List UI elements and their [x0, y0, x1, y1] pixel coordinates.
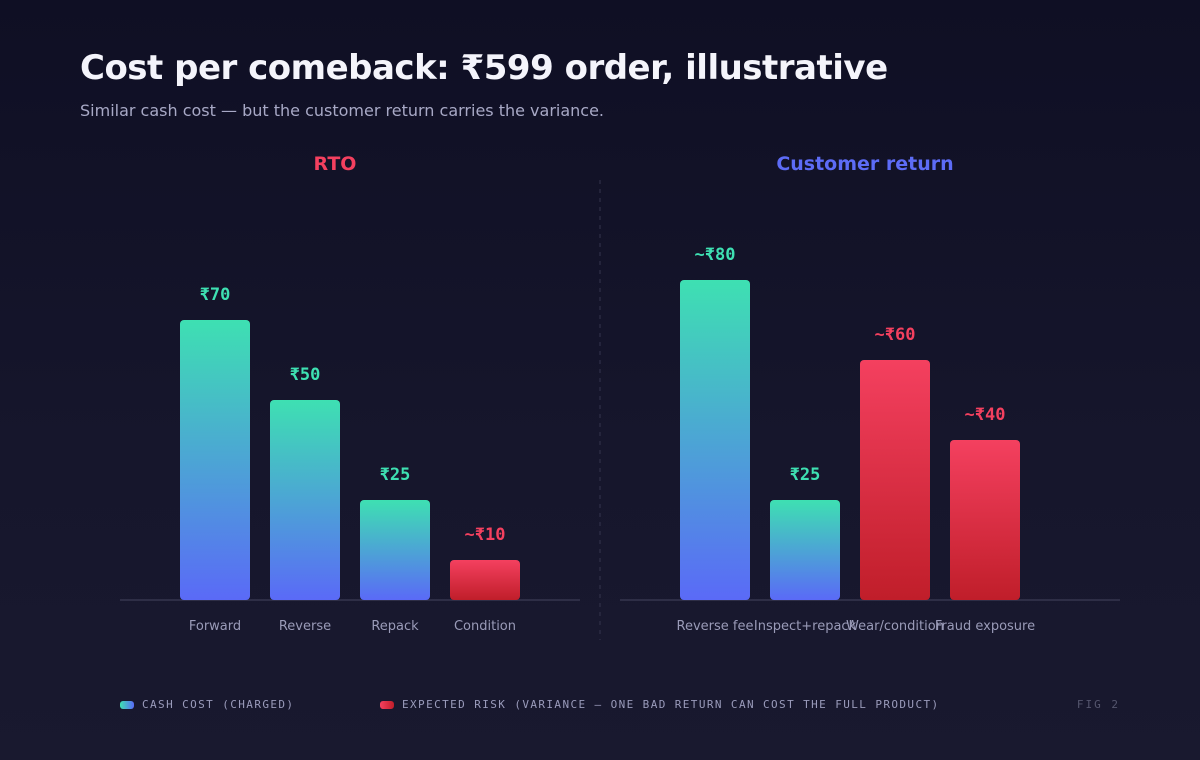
bar-value-label: ~₹10	[465, 525, 506, 545]
bar-condition	[450, 560, 520, 600]
chart-subtitle: Similar cash cost — but the customer ret…	[80, 101, 605, 120]
bar-forward	[180, 320, 250, 600]
category-label: Wear/condition	[846, 619, 944, 634]
legend-cash-swatch	[120, 700, 134, 709]
figure-number: FIG 2	[1076, 698, 1120, 711]
category-label: Repack	[371, 619, 419, 634]
category-label: Fraud exposure	[935, 619, 1035, 634]
legend-cash: CASH COST (CHARGED)	[120, 698, 294, 711]
bar-value-label: ₹50	[290, 365, 321, 385]
bar-fraud-exposure	[950, 440, 1020, 600]
bar-value-label: ~₹80	[695, 245, 736, 265]
category-label: Forward	[189, 619, 241, 634]
legend-risk-swatch	[380, 700, 394, 709]
chart-panel-0: RTO ₹70 Forward ₹50 Reverse ₹25 Repack ~₹10 Cond…	[120, 153, 580, 634]
chart-title: Cost per comeback: ₹599 order, illustrat…	[80, 48, 888, 88]
bar-repack	[360, 500, 430, 600]
legend-risk: EXPECTED RISK (VARIANCE — ONE BAD RETURN…	[380, 698, 940, 711]
panel-title: RTO	[314, 153, 357, 175]
bar-wear-condition	[860, 360, 930, 600]
category-label: Reverse fee	[677, 619, 754, 634]
bar-value-label: ₹70	[200, 285, 231, 305]
legend-risk-label: EXPECTED RISK (VARIANCE — ONE BAD RETURN…	[402, 698, 940, 711]
bar-value-label: ₹25	[380, 465, 411, 485]
bar-inspect-repack	[770, 500, 840, 600]
category-label: Condition	[454, 619, 516, 634]
category-label: Inspect+repack	[754, 619, 857, 634]
chart-panel-1: Customer return ~₹80 Reverse fee ₹25 Inspect…	[620, 153, 1120, 634]
bar-value-label: ~₹60	[875, 325, 916, 345]
bar-reverse	[270, 400, 340, 600]
bar-reverse-fee	[680, 280, 750, 600]
bar-value-label: ₹25	[790, 465, 821, 485]
category-label: Reverse	[279, 619, 331, 634]
panel-title: Customer return	[776, 153, 953, 175]
bar-value-label: ~₹40	[965, 405, 1006, 425]
legend-cash-label: CASH COST (CHARGED)	[142, 698, 295, 711]
